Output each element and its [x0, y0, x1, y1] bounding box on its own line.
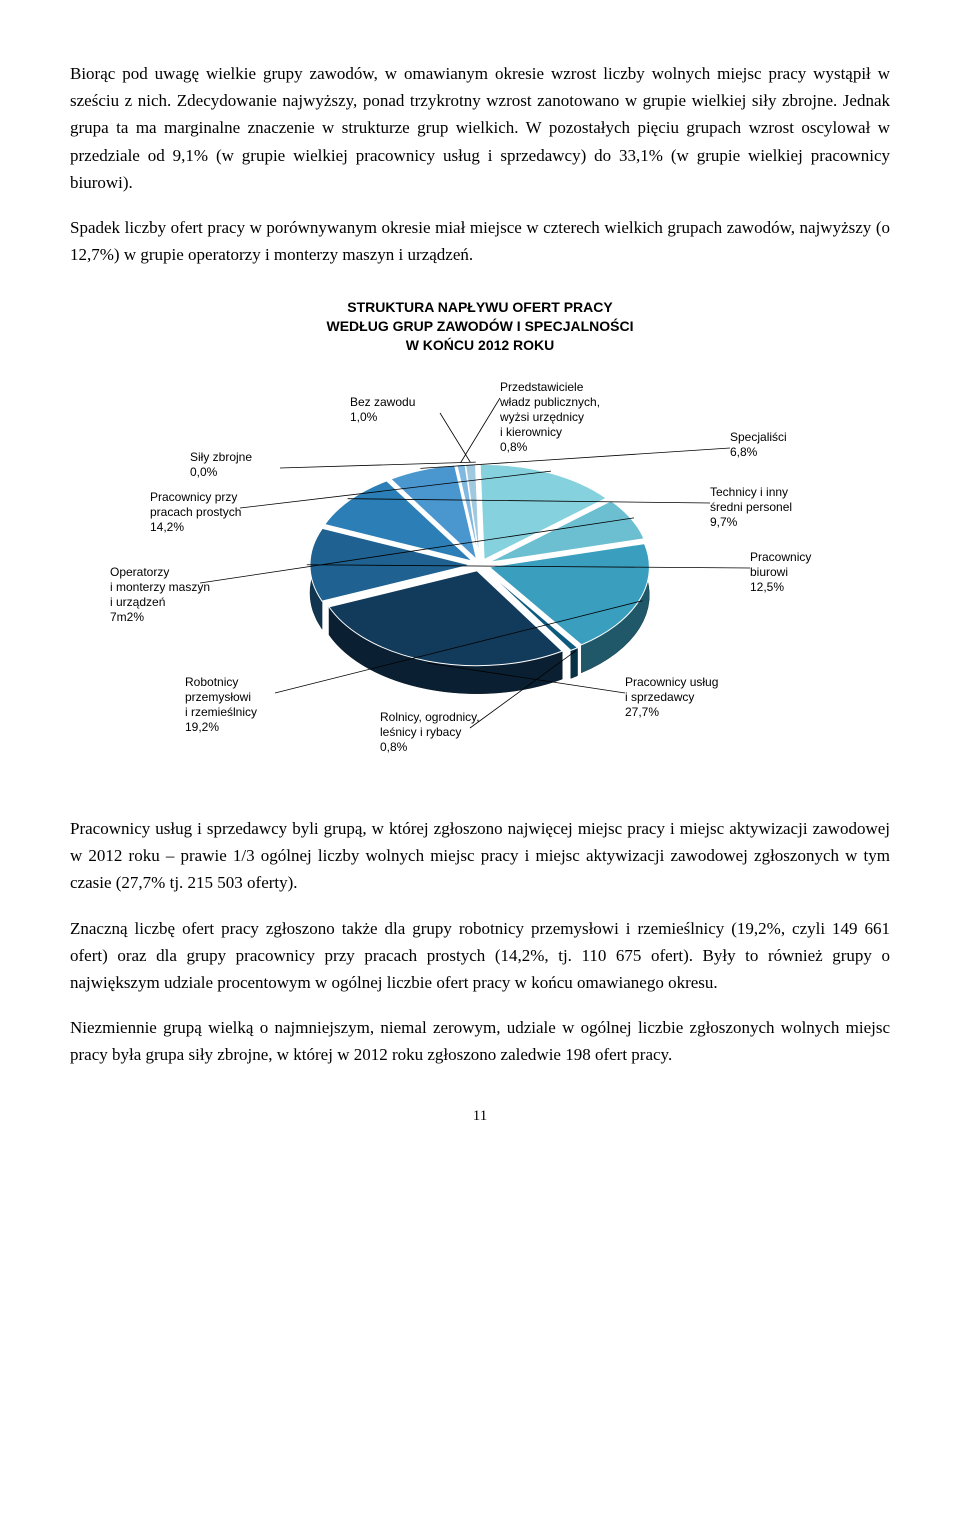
- pie-slice-label-name: biurowi: [750, 565, 811, 580]
- pie-slice-label-value: 9,7%: [710, 515, 792, 530]
- pie-slice-label-name: Pracownicy: [750, 550, 811, 565]
- pie-slice-label-name: Pracownicy przy: [150, 490, 241, 505]
- pie-slice-label: Bez zawodu1,0%: [350, 395, 415, 425]
- pie-slice-label-name: Technicy i inny: [710, 485, 792, 500]
- pie-slice-label-name: i rzemieślnicy: [185, 705, 257, 720]
- pie-slice-label-name: władz publicznych,: [500, 395, 600, 410]
- pie-slice-label-name: Operatorzy: [110, 565, 210, 580]
- pie-slice-label-value: 0,0%: [190, 465, 252, 480]
- page-number: 11: [70, 1108, 890, 1125]
- pie-slice-label-value: 19,2%: [185, 720, 257, 735]
- pie-slice-label-value: 0,8%: [380, 740, 480, 755]
- pie-slice-label: Robotnicyprzemysłowii rzemieślnicy19,2%: [185, 675, 257, 735]
- chart-title-line-3: W KOŃCU 2012 ROKU: [406, 337, 555, 353]
- chart-title-line-2: WEDŁUG GRUP ZAWODÓW I SPECJALNOŚCI: [327, 318, 634, 334]
- pie-slice-label-name: i sprzedawcy: [625, 690, 718, 705]
- pie-slice-label-name: Rolnicy, ogrodnicy,: [380, 710, 480, 725]
- pie-slice-label: Pracownicy usługi sprzedawcy27,7%: [625, 675, 718, 720]
- pie-slice-label: Przedstawicielewładz publicznych,wyżsi u…: [500, 380, 600, 455]
- paragraph-2: Spadek liczby ofert pracy w porównywanym…: [70, 214, 890, 268]
- paragraph-1: Biorąc pod uwagę wielkie grupy zawodów, …: [70, 60, 890, 196]
- pie-slice-label-name: leśnicy i rybacy: [380, 725, 480, 740]
- pie-slice-label-value: 14,2%: [150, 520, 241, 535]
- pie-slice-label: Technicy i innyśredni personel9,7%: [710, 485, 792, 530]
- pie-slice-label-name: Siły zbrojne: [190, 450, 252, 465]
- pie-slice-label-name: i monterzy maszyn: [110, 580, 210, 595]
- pie-slice-label: Pracownicybiurowi12,5%: [750, 550, 811, 595]
- paragraph-3: Pracownicy usług i sprzedawcy byli grupą…: [70, 815, 890, 897]
- paragraph-5: Niezmiennie grupą wielką o najmniejszym,…: [70, 1014, 890, 1068]
- paragraph-4: Znaczną liczbę ofert pracy zgłoszono tak…: [70, 915, 890, 997]
- pie-slice-label-name: Robotnicy: [185, 675, 257, 690]
- pie-slice-label: Pracownicy przypracach prostych14,2%: [150, 490, 241, 535]
- pie-slice-label: Rolnicy, ogrodnicy,leśnicy i rybacy0,8%: [380, 710, 480, 755]
- pie-slice-label-name: Specjaliści: [730, 430, 787, 445]
- pie-slice-label-value: 27,7%: [625, 705, 718, 720]
- pie-slice-label-name: średni personel: [710, 500, 792, 515]
- pie-slice-label-value: 0,8%: [500, 440, 600, 455]
- pie-slice-label-value: 1,0%: [350, 410, 415, 425]
- pie-slice-label: Siły zbrojne0,0%: [190, 450, 252, 480]
- pie-slice-label-name: wyżsi urzędnicy: [500, 410, 600, 425]
- pie-slice-label-value: 12,5%: [750, 580, 811, 595]
- pie-slice-label-name: Przedstawiciele: [500, 380, 600, 395]
- chart-title: STRUKTURA NAPŁYWU OFERT PRACY WEDŁUG GRU…: [70, 298, 890, 355]
- pie-slice-label-name: i kierownicy: [500, 425, 600, 440]
- pie-slice-label-name: przemysłowi: [185, 690, 257, 705]
- pie-slice-label-name: i urządzeń: [110, 595, 210, 610]
- pie-slice-label-name: Bez zawodu: [350, 395, 415, 410]
- pie-slice-label-name: pracach prostych: [150, 505, 241, 520]
- pie-slice-label: Operatorzyi monterzy maszyni urządzeń7m2…: [110, 565, 210, 625]
- pie-chart: Bez zawodu1,0% Siły zbrojne0,0% Pracownicy…: [70, 375, 890, 775]
- pie-slice-label-name: Pracownicy usług: [625, 675, 718, 690]
- chart-title-line-1: STRUKTURA NAPŁYWU OFERT PRACY: [347, 299, 612, 315]
- pie-slice-label-value: 6,8%: [730, 445, 787, 460]
- pie-slice-label-value: 7m2%: [110, 610, 210, 625]
- pie-slice-label: Specjaliści6,8%: [730, 430, 787, 460]
- pie-leader-line: [461, 398, 500, 463]
